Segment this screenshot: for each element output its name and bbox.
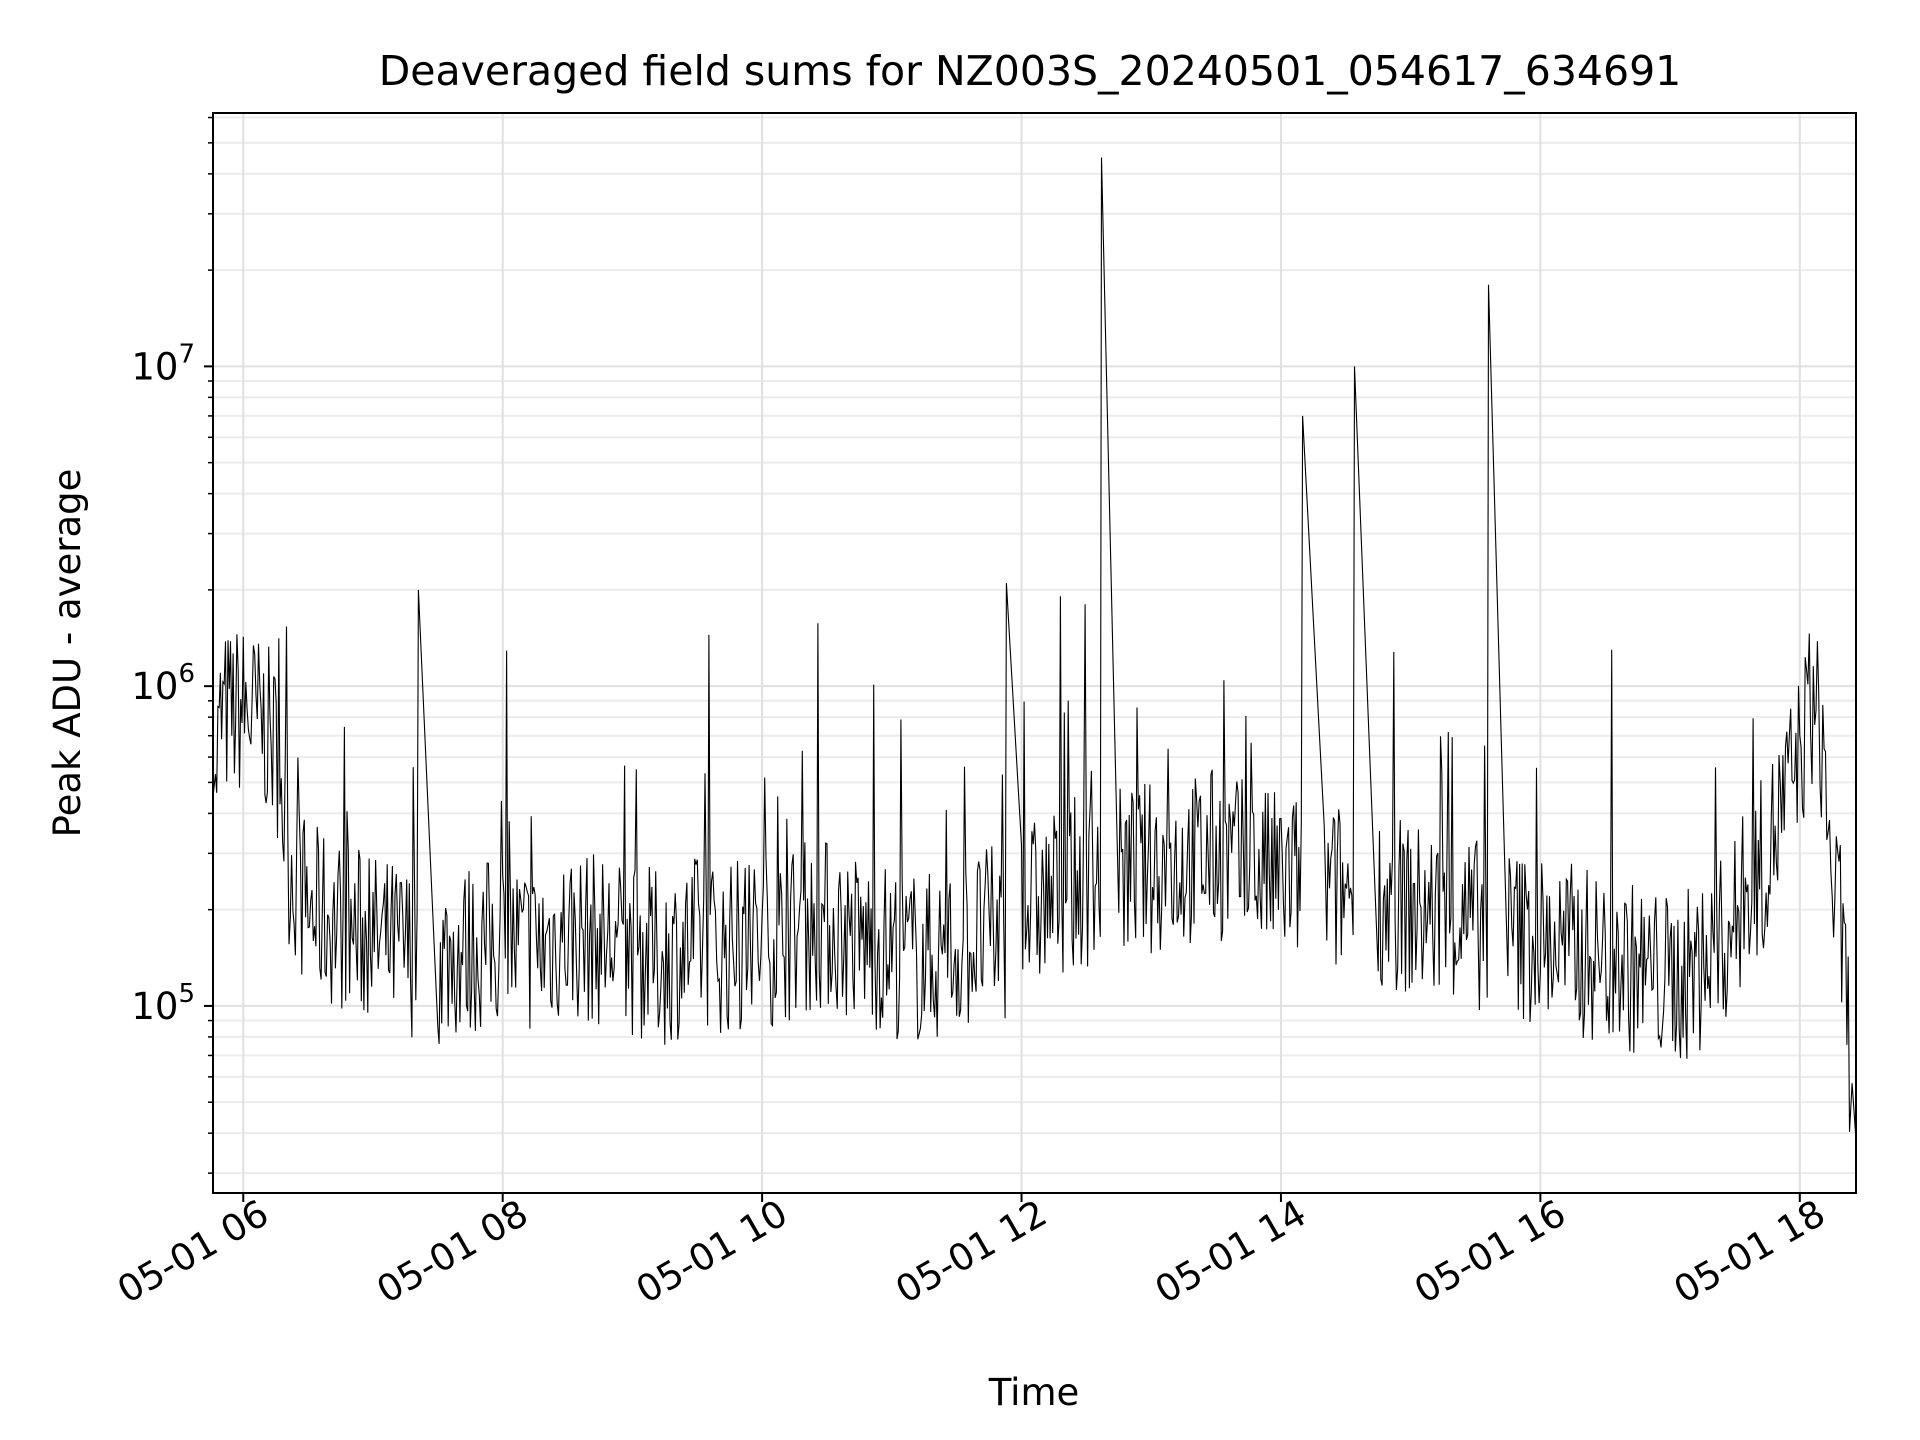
y-tick-label: 105 xyxy=(131,979,195,1028)
x-axis-label: Time xyxy=(988,1371,1080,1414)
series-line-0 xyxy=(213,157,1856,1141)
series-layer xyxy=(213,157,1856,1141)
grid xyxy=(213,113,1856,1193)
plot-frame xyxy=(212,112,1857,1194)
y-tick-label: 107 xyxy=(131,339,195,388)
y-axis-label: Peak ADU - average xyxy=(46,469,89,838)
chart-title: Deaveraged field sums for NZ003S_2024050… xyxy=(379,47,1682,95)
y-tick-label: 106 xyxy=(131,659,195,708)
